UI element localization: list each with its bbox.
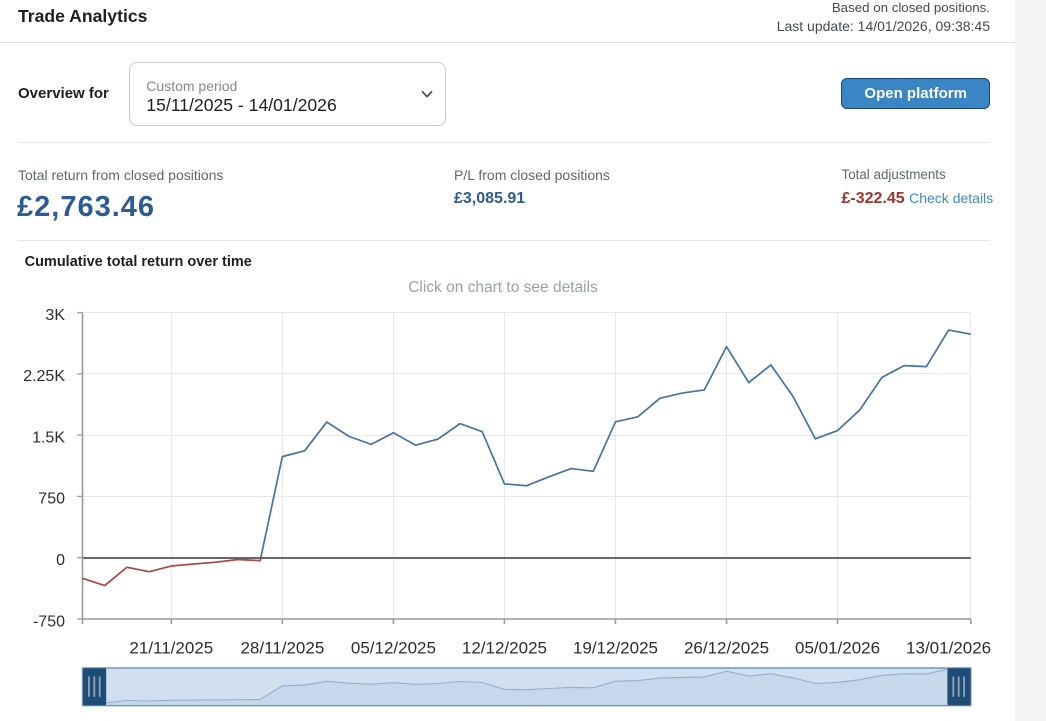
svg-text:05/01/2026: 05/01/2026 <box>795 639 880 658</box>
svg-text:26/12/2025: 26/12/2025 <box>684 639 769 658</box>
svg-text:0: 0 <box>56 552 65 569</box>
svg-text:2.25K: 2.25K <box>23 368 65 385</box>
svg-text:19/12/2025: 19/12/2025 <box>573 639 658 658</box>
svg-text:13/01/2026: 13/01/2026 <box>906 639 991 658</box>
svg-text:05/12/2025: 05/12/2025 <box>351 639 436 658</box>
svg-text:21/11/2025: 21/11/2025 <box>129 639 213 658</box>
svg-text:3K: 3K <box>45 307 65 324</box>
svg-text:1.5K: 1.5K <box>32 429 65 446</box>
svg-text:-750: -750 <box>33 613 65 630</box>
svg-text:12/12/2025: 12/12/2025 <box>462 639 547 658</box>
svg-text:750: 750 <box>38 491 65 508</box>
svg-text:28/11/2025: 28/11/2025 <box>240 639 324 658</box>
